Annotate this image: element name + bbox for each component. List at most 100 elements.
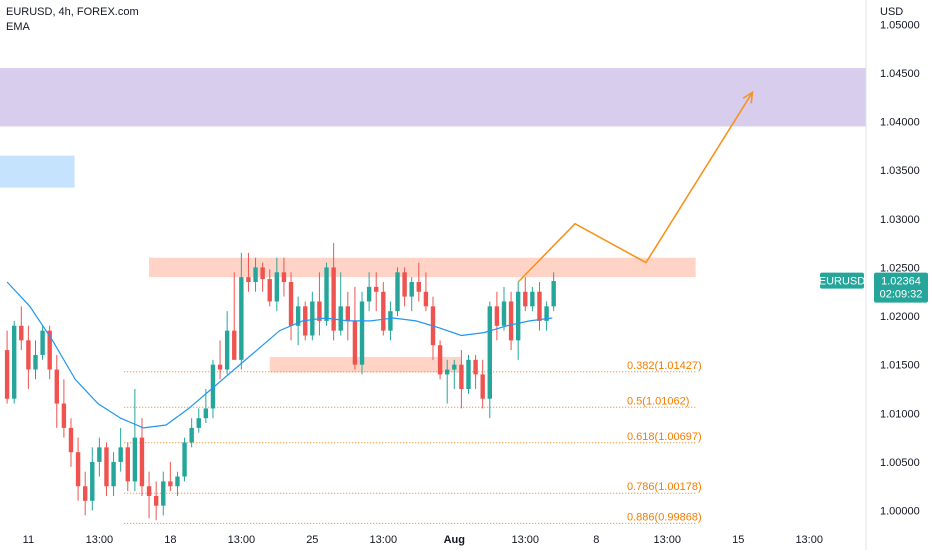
candle[interactable] [260, 267, 265, 280]
candle[interactable] [423, 291, 429, 307]
candle[interactable] [175, 476, 180, 487]
time-tick-label: 13:00 [228, 534, 256, 546]
candle[interactable] [501, 301, 507, 326]
symbol-price-tag[interactable] [820, 272, 864, 289]
supply-zone[interactable] [0, 68, 866, 127]
candle[interactable] [111, 461, 116, 487]
candle[interactable] [210, 364, 216, 409]
support-zone[interactable] [269, 356, 462, 373]
candle[interactable] [281, 272, 287, 283]
candle[interactable] [317, 301, 322, 321]
time-tick-label: 11 [23, 534, 34, 546]
candle[interactable] [168, 481, 173, 487]
candle[interactable] [33, 354, 38, 370]
candle[interactable] [416, 282, 422, 292]
candle[interactable] [224, 330, 230, 370]
candle[interactable] [551, 281, 556, 307]
candle[interactable] [331, 267, 336, 331]
candle[interactable] [395, 272, 400, 312]
candle[interactable] [139, 437, 145, 487]
candle[interactable] [253, 267, 258, 283]
candle[interactable] [402, 272, 407, 297]
candle[interactable] [515, 291, 521, 341]
projection-path[interactable] [517, 91, 754, 283]
candle[interactable] [295, 306, 301, 326]
indicator-label[interactable]: EMA [6, 21, 30, 33]
last-price-tag[interactable] [874, 272, 928, 303]
last-price-value: 1.02364 [881, 276, 921, 288]
candle[interactable] [352, 320, 358, 365]
candle[interactable] [189, 427, 194, 443]
candle[interactable] [530, 291, 535, 307]
candle[interactable] [203, 408, 209, 419]
candle[interactable] [508, 301, 514, 341]
candle[interactable] [75, 452, 81, 487]
candle[interactable] [125, 447, 130, 482]
time-tick-label: 13:00 [512, 534, 540, 546]
candle[interactable] [437, 345, 443, 375]
candle[interactable] [473, 359, 478, 375]
candle[interactable] [274, 272, 280, 302]
candle[interactable] [19, 325, 24, 341]
candle[interactable] [97, 447, 102, 462]
candle[interactable] [4, 350, 10, 399]
candle[interactable] [40, 330, 45, 355]
candle[interactable] [444, 369, 450, 375]
fib-level-label: 0.786(1.00178) [627, 481, 702, 493]
candle[interactable] [288, 282, 294, 326]
price-axis-unit: USD [880, 6, 903, 18]
candle[interactable] [544, 306, 549, 321]
candle[interactable] [310, 301, 315, 336]
candle[interactable] [388, 311, 393, 331]
candle[interactable] [61, 403, 67, 428]
candle[interactable] [523, 291, 528, 307]
candle[interactable] [118, 447, 123, 462]
candle[interactable] [466, 359, 471, 389]
candle[interactable] [68, 427, 74, 453]
candle[interactable] [153, 495, 159, 506]
candle[interactable] [537, 291, 542, 321]
candle[interactable] [146, 486, 152, 496]
bar-countdown: 02:09:32 [880, 289, 923, 301]
candle[interactable] [487, 306, 492, 399]
candle[interactable] [90, 461, 95, 501]
candle[interactable] [182, 442, 187, 477]
candle[interactable] [217, 364, 223, 370]
candle[interactable] [239, 277, 244, 360]
candle[interactable] [196, 418, 201, 428]
candle[interactable] [47, 330, 52, 370]
price-tick-label: 1.04000 [880, 117, 920, 129]
candle[interactable] [409, 282, 414, 297]
candle[interactable] [267, 279, 272, 302]
time-tick-label: 13:00 [86, 534, 114, 546]
candle[interactable] [26, 340, 31, 370]
candle[interactable] [459, 364, 464, 389]
candle[interactable] [366, 286, 372, 302]
candle[interactable] [480, 374, 485, 399]
ema-line[interactable] [6, 281, 553, 429]
candle[interactable] [338, 306, 343, 331]
candle[interactable] [494, 306, 500, 326]
candle[interactable] [359, 301, 365, 365]
symbol-title: EURUSD, 4h, FOREX.com [6, 6, 139, 18]
candle[interactable] [82, 486, 88, 501]
candle[interactable] [132, 437, 138, 482]
candle[interactable] [54, 369, 59, 404]
candle[interactable] [246, 277, 251, 283]
price-tick-label: 1.00500 [880, 457, 920, 469]
price-tick-label: 1.02500 [880, 262, 920, 274]
candle[interactable] [232, 330, 237, 360]
candle[interactable] [11, 325, 17, 399]
candle[interactable] [452, 364, 457, 370]
candle[interactable] [161, 481, 166, 506]
blue-zone[interactable] [0, 155, 75, 188]
candle[interactable] [104, 447, 109, 487]
candle[interactable] [374, 286, 379, 292]
price-tick-label: 1.05000 [880, 19, 920, 31]
candle[interactable] [345, 306, 351, 321]
candle[interactable] [324, 267, 329, 321]
resistance-zone[interactable] [149, 257, 696, 278]
candle[interactable] [381, 291, 386, 331]
